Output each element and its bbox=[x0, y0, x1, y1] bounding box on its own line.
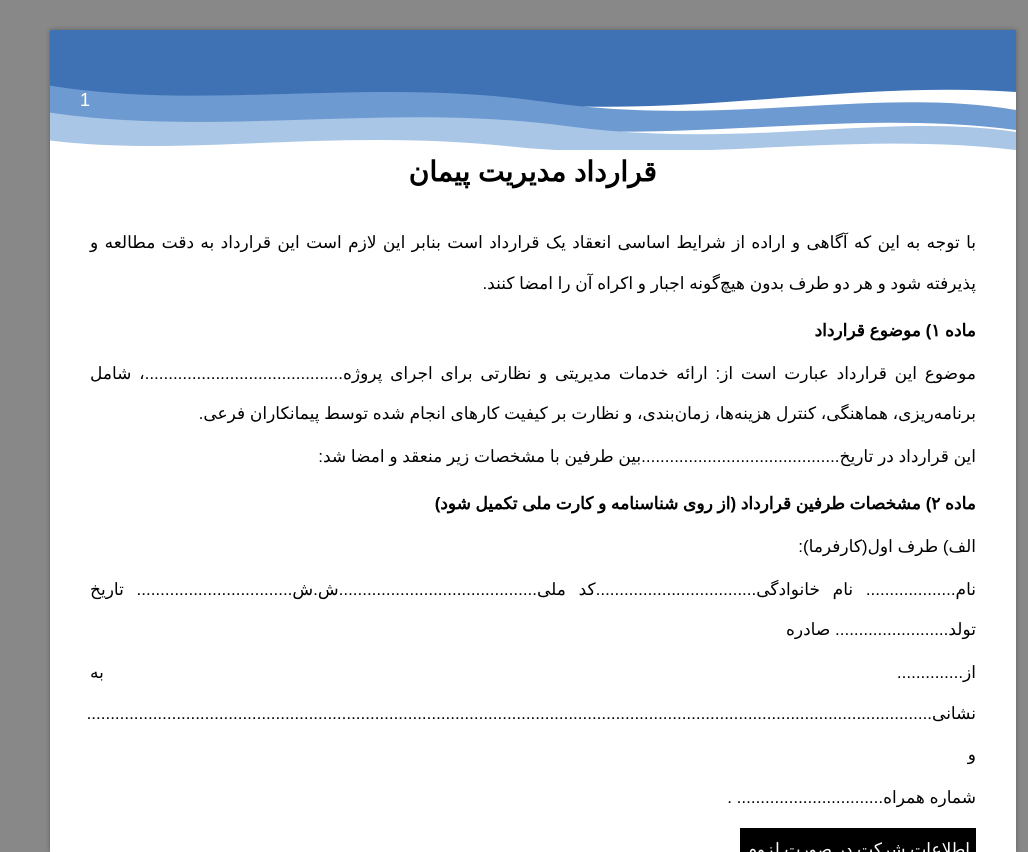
article-1-body: موضوع این قرارداد عبارت است از: ارائه خد… bbox=[90, 354, 976, 436]
company-info-highlight: اطلاعات شرکت در صورت لزوم bbox=[740, 828, 976, 852]
party-a-line-1: نام................... نام خانوادگی.....… bbox=[90, 570, 976, 652]
party-a-line-2: از.............. به نشانی...............… bbox=[90, 653, 976, 775]
document-page: 1 قرارداد مدیریت پیمان با توجه به این که… bbox=[50, 30, 1016, 852]
document-title: قرارداد مدیریت پیمان bbox=[90, 138, 976, 205]
article-2-heading: ماده ۲) مشخصات طرفین قرارداد (از روی شنا… bbox=[90, 484, 976, 525]
intro-paragraph: با توجه به این که آگاهی و اراده از شرایط… bbox=[90, 223, 976, 305]
page-number: 1 bbox=[80, 90, 90, 111]
party-a-label: الف) طرف اول(کارفرما): bbox=[90, 527, 976, 568]
article-1-heading: ماده ۱) موضوع قرارداد bbox=[90, 311, 976, 352]
document-content: قرارداد مدیریت پیمان با توجه به این که آ… bbox=[50, 30, 1016, 852]
article-1-signature-line: این قرارداد در تاریخ....................… bbox=[90, 437, 976, 478]
party-a-line-3: شماره همراه.............................… bbox=[90, 778, 976, 819]
